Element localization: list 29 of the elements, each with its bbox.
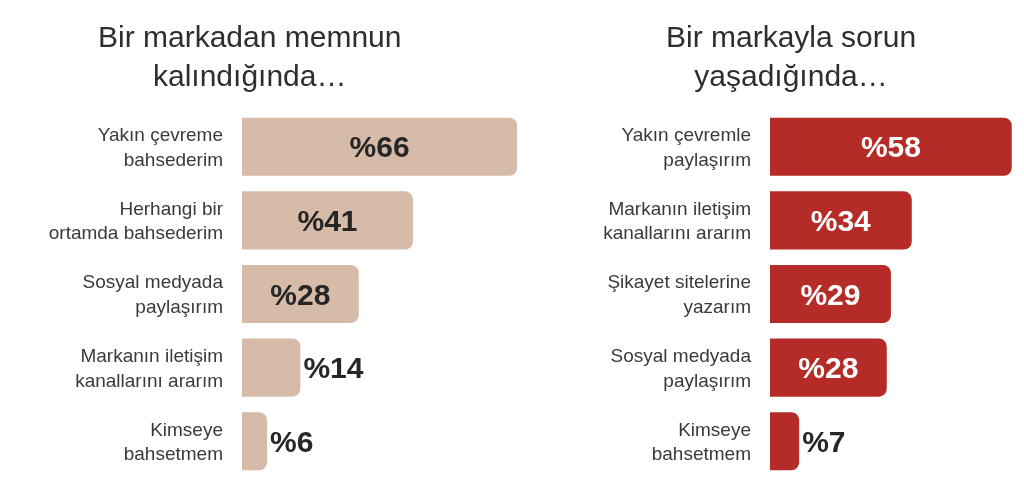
data-label: %28 [270, 277, 331, 311]
data-label: %66 [349, 130, 410, 164]
y-tick-label: Yakın çevremle paylaşırım [621, 124, 751, 170]
data-label: %58 [860, 130, 921, 164]
bar [242, 412, 268, 471]
chart-title: Bir markadan memnun kalındığında… [98, 20, 402, 92]
bar [770, 191, 912, 250]
data-label: %14 [303, 351, 364, 385]
y-tick-label: Kimseye bahsetmem [651, 418, 751, 465]
bar [242, 191, 413, 250]
y-tick-label: Markanın iletişim kanallarını ararım [75, 344, 223, 391]
data-label: %28 [798, 351, 859, 385]
data-label: %41 [297, 203, 358, 237]
bar [770, 117, 1012, 176]
y-tick-label: Yakın çevreme bahsederim [97, 124, 223, 170]
y-tick-label: Sosyal medyada paylaşırım [82, 271, 224, 317]
data-label: %6 [270, 424, 314, 458]
data-label: %29 [800, 277, 861, 311]
y-tick-label: Şikayet sitelerine yazarım [607, 271, 751, 317]
bar [242, 338, 301, 397]
data-label: %7 [802, 424, 846, 458]
y-tick-label: Sosyal medyada paylaşırım [610, 344, 752, 391]
y-tick-label: Kimseye bahsetmem [123, 418, 223, 465]
chart-title: Bir markayla sorun yaşadığında… [666, 20, 917, 92]
data-label: %34 [810, 203, 872, 237]
y-tick-label: Markanın iletişim kanallarını ararım [603, 197, 751, 244]
bar [770, 412, 800, 471]
y-tick-label: Herhangi bir ortamda bahsederim [48, 197, 224, 244]
bar [242, 117, 518, 176]
